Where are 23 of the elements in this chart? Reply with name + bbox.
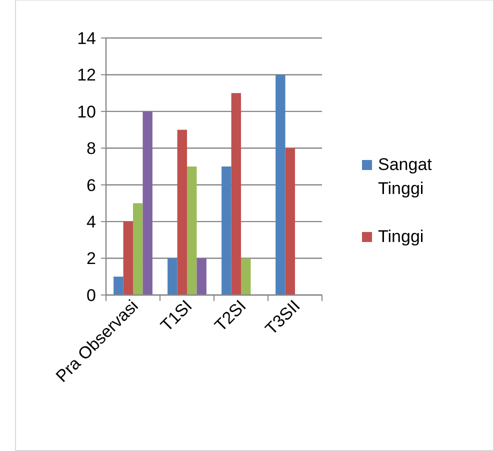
legend-label: Sangat Tinggi [378,155,432,198]
bar [241,258,251,295]
bar [187,166,197,295]
y-tick-label: 0 [86,286,96,305]
bar [285,148,295,295]
y-tick-label: 6 [86,176,96,195]
bar [231,93,241,295]
bar [276,74,286,295]
y-tick-label: 2 [86,249,96,268]
y-tick-label: 4 [86,212,96,232]
bar [196,258,206,295]
y-tick-label: 10 [77,102,96,122]
bar [222,166,232,295]
bar [168,258,178,295]
bar [142,111,152,295]
legend-label: Tinggi [378,227,424,246]
bar [123,222,133,295]
bar [133,203,143,295]
bar [114,276,124,295]
y-tick-label: 8 [86,139,96,158]
y-tick-label: 12 [77,66,96,85]
y-tick-label: 14 [77,28,96,48]
bar [177,130,187,295]
